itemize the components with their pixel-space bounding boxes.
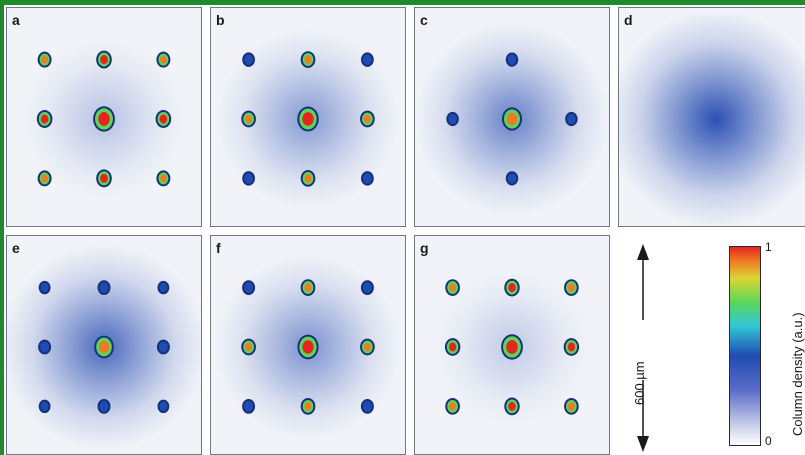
panel-letter: a xyxy=(12,12,20,28)
density-image xyxy=(214,253,402,441)
scale-bar-arrow-icon xyxy=(637,244,649,452)
interference-peak xyxy=(97,280,111,295)
interference-peak xyxy=(505,171,519,186)
interference-peak xyxy=(157,280,170,295)
interference-peak xyxy=(37,170,52,187)
interference-peak xyxy=(36,110,53,128)
interference-peak xyxy=(157,399,170,414)
interference-peak xyxy=(444,338,461,356)
interference-peak xyxy=(502,107,522,131)
interference-peak xyxy=(361,171,374,186)
interference-peak xyxy=(38,339,52,355)
panel-letter: d xyxy=(624,12,633,28)
density-image xyxy=(216,27,400,211)
interference-peak xyxy=(445,279,460,296)
interference-peak xyxy=(446,111,459,127)
interference-peak xyxy=(360,280,374,295)
colorbar-max-tick: 1 xyxy=(765,240,772,254)
interference-peak xyxy=(241,338,256,356)
panel-letter: f xyxy=(216,240,221,256)
image-panel: a xyxy=(6,7,202,227)
legend-area: 600 µm 1 0 Column density (a.u.) xyxy=(620,240,805,455)
interference-peak xyxy=(37,51,52,68)
interference-peak xyxy=(96,169,112,188)
scale-bar-label: 600 µm xyxy=(632,361,647,405)
image-panel: g xyxy=(414,235,610,455)
interference-peak xyxy=(563,338,580,356)
density-image xyxy=(415,21,609,216)
image-panel: d xyxy=(618,7,805,227)
density-image xyxy=(619,10,805,226)
panel-letter: b xyxy=(216,12,225,28)
image-panel: e xyxy=(6,235,202,455)
interference-peak xyxy=(504,397,520,416)
image-panel: b xyxy=(210,7,406,227)
interference-peak xyxy=(300,169,316,187)
interference-peak xyxy=(156,339,170,355)
interference-peak xyxy=(242,171,255,186)
colorbar xyxy=(729,246,761,446)
interference-peak xyxy=(97,398,111,414)
thermal-cloud xyxy=(619,10,805,226)
interference-peak xyxy=(360,338,375,356)
panel-letter: g xyxy=(420,240,429,256)
interference-peak xyxy=(360,110,375,128)
interference-peak xyxy=(155,110,172,128)
interference-peak xyxy=(242,280,256,295)
interference-peak xyxy=(242,398,256,414)
interference-peak xyxy=(504,278,520,297)
interference-peak xyxy=(505,52,519,67)
interference-peak xyxy=(93,106,115,132)
interference-peak xyxy=(38,399,51,414)
density-image xyxy=(432,267,592,427)
interference-peak xyxy=(297,334,319,360)
density-image xyxy=(7,244,201,450)
interference-peak xyxy=(96,50,112,69)
interference-peak xyxy=(564,397,579,415)
interference-peak xyxy=(300,279,316,296)
interference-peak xyxy=(501,334,523,360)
interference-peak xyxy=(156,51,171,68)
image-panel: f xyxy=(210,235,406,455)
panel-letter: e xyxy=(12,240,20,256)
interference-peak xyxy=(565,111,578,127)
interference-peak xyxy=(156,170,171,187)
interference-peak xyxy=(445,397,460,415)
interference-peak xyxy=(564,279,579,296)
panel-letter: c xyxy=(420,12,428,28)
interference-peak xyxy=(38,280,51,295)
colorbar-min-tick: 0 xyxy=(765,434,772,448)
interference-peak xyxy=(297,106,319,132)
interference-peak xyxy=(300,51,316,68)
interference-peak xyxy=(360,398,374,414)
colorbar-label: Column density (a.u.) xyxy=(790,312,805,436)
interference-peak xyxy=(241,110,256,128)
image-panel: c xyxy=(414,7,610,227)
interference-peak xyxy=(361,52,374,67)
interference-peak xyxy=(94,335,114,359)
interference-peak xyxy=(242,52,255,67)
interference-peak xyxy=(300,397,316,415)
density-image xyxy=(22,37,186,201)
